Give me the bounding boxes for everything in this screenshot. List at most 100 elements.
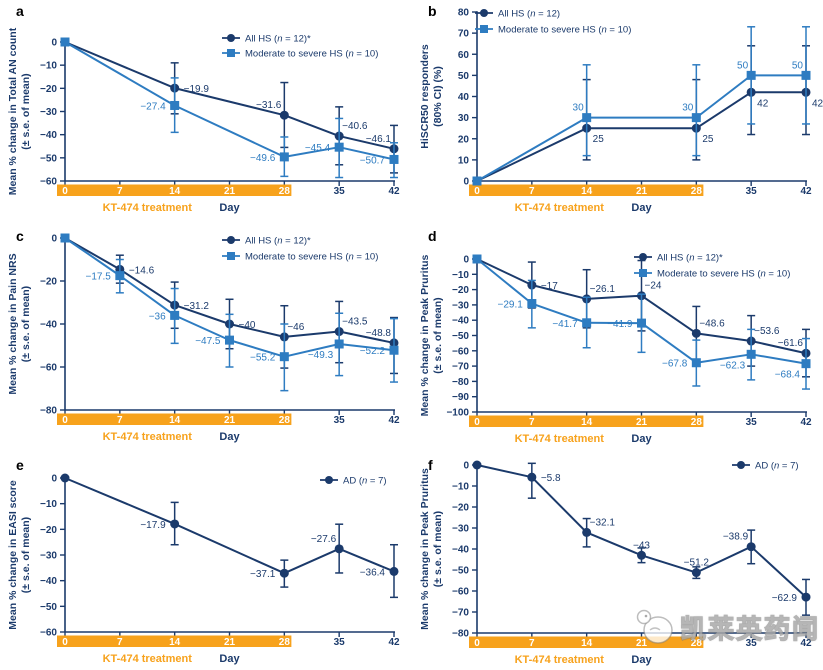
svg-text:−20: −20 — [452, 285, 469, 296]
y-axis-title: Mean % change in EASI score(± s.e. of me… — [7, 480, 32, 630]
treatment-bar — [469, 636, 704, 648]
data-point — [691, 358, 701, 368]
panel-letter-b: b — [428, 3, 437, 19]
svg-text:42: 42 — [388, 637, 400, 648]
data-point — [170, 519, 180, 529]
svg-text:50: 50 — [458, 71, 470, 82]
svg-text:7: 7 — [117, 415, 123, 426]
svg-text:−43.5: −43.5 — [342, 317, 368, 328]
svg-text:21: 21 — [224, 637, 236, 648]
svg-text:−5.8: −5.8 — [541, 473, 561, 484]
legend-item: All HS (n = 12)* — [634, 253, 723, 264]
panel-letter-c: c — [16, 228, 24, 244]
svg-text:14: 14 — [169, 186, 181, 197]
series-0: −5.8 −32.1 −43 −51.2 −38.9 −62.9 — [472, 460, 811, 616]
svg-text:−43: −43 — [633, 540, 650, 551]
svg-text:0: 0 — [62, 415, 68, 426]
svg-text:80: 80 — [458, 8, 470, 19]
svg-text:All HS (n = 12): All HS (n = 12) — [498, 9, 560, 20]
treatment-bar — [57, 635, 292, 647]
svg-text:All HS (n = 12)*: All HS (n = 12)* — [245, 34, 311, 45]
series-1: −17.5 −36 −47.5 −55.2 −49.3 −52.2 — [60, 233, 399, 392]
series-1: −29.1 −41.7 −41.9 −67.8 −62.3 −68.4 — [472, 254, 811, 390]
svg-text:−40: −40 — [452, 316, 469, 327]
axes: 0 −10 −20 −30 −40 −50 −60 −70 −80 −90 −100 — [446, 255, 807, 419]
x-axis-label: Day — [219, 431, 240, 443]
svg-text:−67.8: −67.8 — [662, 359, 688, 370]
svg-text:42: 42 — [388, 186, 400, 197]
svg-text:−38.9: −38.9 — [723, 532, 749, 543]
data-point — [334, 339, 344, 349]
treatment-bar — [57, 184, 292, 196]
data-point — [279, 568, 289, 578]
svg-text:40: 40 — [458, 92, 470, 103]
svg-text:0: 0 — [474, 417, 480, 428]
svg-text:25: 25 — [593, 134, 605, 145]
chart-b: 80 70 60 50 40 30 20 10 00 7 14 21 28 35 42 KT-474 trea… — [419, 8, 823, 215]
svg-text:−27.4: −27.4 — [140, 101, 166, 112]
svg-text:7: 7 — [529, 186, 535, 197]
svg-text:−17: −17 — [541, 281, 558, 292]
svg-text:0: 0 — [463, 461, 469, 472]
svg-text:−31.2: −31.2 — [184, 301, 210, 312]
series-1: 30 30 50 50 — [472, 26, 811, 186]
svg-text:60: 60 — [458, 50, 470, 61]
svg-text:−41.9: −41.9 — [607, 319, 633, 330]
data-point — [389, 154, 399, 164]
panel-letter-d: d — [428, 228, 437, 244]
panel-a: a 0 −10 −20 −30 −40 −50 −60 0 7 14 21 28 35 42 KT-474 … — [0, 0, 412, 220]
svg-text:28: 28 — [279, 637, 291, 648]
svg-text:35: 35 — [334, 415, 346, 426]
svg-text:−47.5: −47.5 — [195, 336, 221, 347]
svg-text:21: 21 — [636, 186, 648, 197]
data-point — [691, 113, 701, 123]
data-point — [170, 100, 180, 110]
svg-text:−26.1: −26.1 — [590, 284, 616, 295]
svg-text:42: 42 — [800, 638, 812, 649]
svg-text:35: 35 — [746, 417, 758, 428]
svg-text:−30: −30 — [40, 107, 57, 118]
data-point — [637, 318, 646, 328]
chart-c: 0 −20 −40 −60 −80 0 7 14 21 28 35 42 KT-474 treatmen… — [7, 233, 400, 443]
series-0: −17.9 −37.1 −27.6 −36.4 — [60, 473, 399, 599]
svg-text:0: 0 — [62, 186, 68, 197]
svg-text:−49.3: −49.3 — [308, 350, 334, 361]
svg-text:14: 14 — [169, 637, 181, 648]
svg-text:−60: −60 — [40, 628, 57, 639]
svg-text:Moderate to severe HS (n = 10): Moderate to severe HS (n = 10) — [498, 25, 631, 36]
data-point — [279, 110, 289, 120]
panel-e: e 0 −10 −20 −30 −40 −50 −60 0 7 14 21 28 35 42 KT-474 … — [0, 445, 412, 670]
legend-item: Moderate to severe HS (n = 10) — [222, 49, 378, 60]
data-point — [746, 70, 756, 80]
svg-text:42: 42 — [812, 98, 823, 109]
svg-text:−80: −80 — [452, 629, 469, 640]
svg-text:−60: −60 — [452, 587, 469, 598]
data-point — [279, 152, 289, 162]
data-point — [746, 349, 756, 359]
svg-text:All HS (n = 12)*: All HS (n = 12)* — [657, 253, 723, 264]
x-axis-label: Day — [631, 433, 652, 445]
svg-text:−46.1: −46.1 — [366, 134, 392, 145]
legend-item: Moderate to severe HS (n = 10) — [634, 269, 790, 280]
axes: 0 −10 −20 −30 −40 −50 −60 — [40, 38, 395, 188]
svg-text:−10: −10 — [40, 61, 57, 72]
data-point — [691, 568, 701, 578]
axes: 0 −10 −20 −30 −40 −50 −60 — [40, 474, 395, 639]
chart-a: 0 −10 −20 −30 −40 −50 −60 0 7 14 21 28 35 42 KT-474 tr… — [7, 27, 400, 214]
svg-text:Moderate to severe HS (n = 10): Moderate to severe HS (n = 10) — [245, 49, 378, 60]
data-point — [582, 113, 592, 123]
svg-text:28: 28 — [691, 186, 703, 197]
svg-text:−61.6: −61.6 — [778, 338, 804, 349]
panel-f: f 0 −10 −20 −30 −40 −50 −60 −70 −80 0 7 14 21 28 35 42 K… — [412, 445, 823, 670]
svg-text:−20: −20 — [40, 84, 57, 95]
svg-text:−46: −46 — [287, 322, 304, 333]
svg-text:35: 35 — [746, 186, 758, 197]
data-point — [691, 328, 701, 338]
chart-d: 0 −10 −20 −30 −40 −50 −60 −70 −80 −90 −100 0 7 14 21 28… — [419, 253, 812, 446]
svg-text:−50: −50 — [40, 602, 57, 613]
data-point — [170, 310, 180, 320]
svg-text:21: 21 — [636, 638, 648, 649]
svg-text:30: 30 — [458, 113, 470, 124]
axes: 80 70 60 50 40 30 20 10 0 — [458, 8, 807, 188]
svg-text:42: 42 — [800, 186, 812, 197]
